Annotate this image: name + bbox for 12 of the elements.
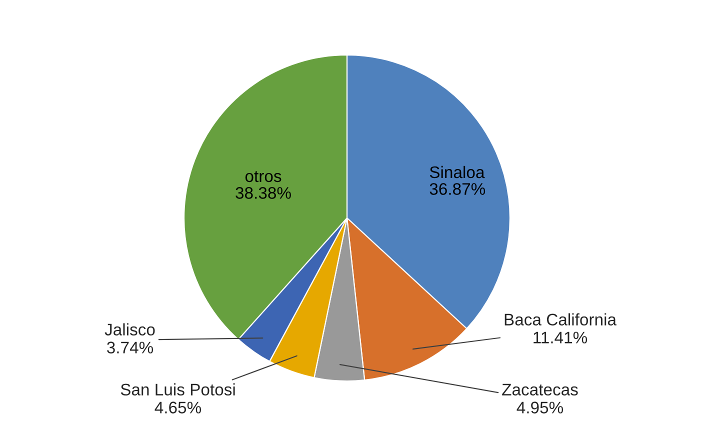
slice-label: otros <box>245 171 282 182</box>
slice-label: San Luis Potosi <box>120 383 235 396</box>
slice-label: Jalisco <box>104 323 155 336</box>
slice-label: Zacatecas <box>502 384 578 396</box>
data-label: 4.65% <box>154 402 202 414</box>
data-label: 36.87% <box>430 183 486 195</box>
data-label: 38.38% <box>236 187 291 199</box>
data-label: 4.95% <box>516 402 564 414</box>
data-label: 3.74% <box>107 342 154 354</box>
slice-label: Sinaloa <box>430 166 485 178</box>
slice-label: Baca California <box>504 313 617 326</box>
data-label: 11.41% <box>534 332 588 344</box>
